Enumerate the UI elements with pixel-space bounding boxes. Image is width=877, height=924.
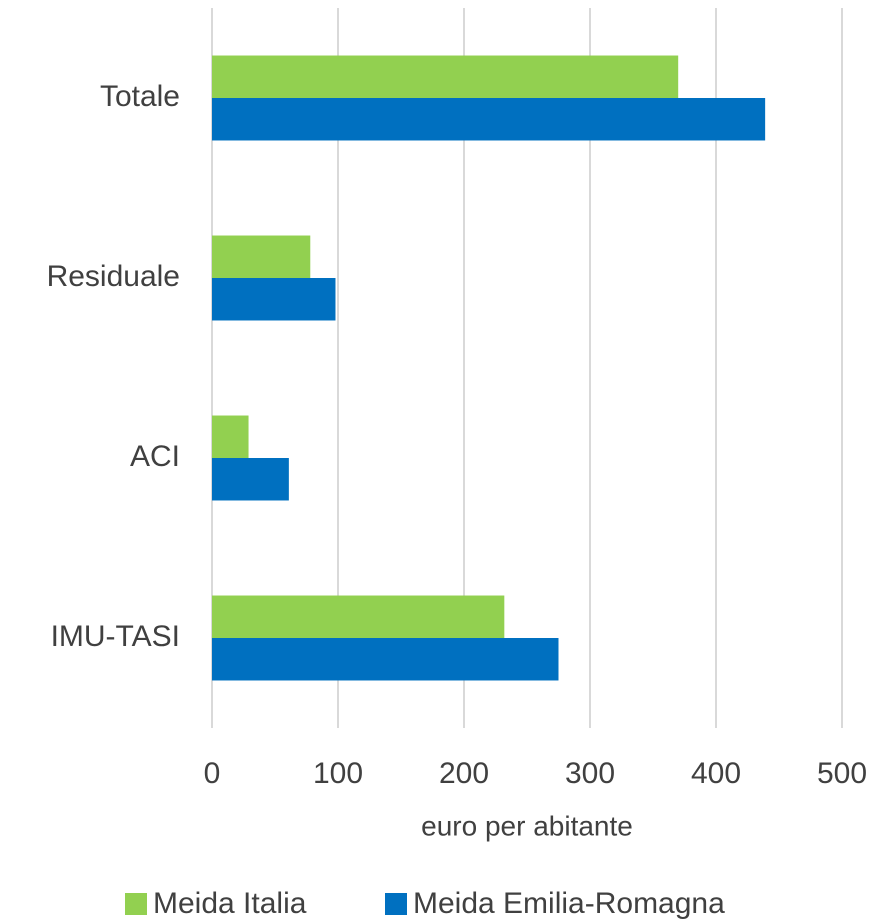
bar	[212, 638, 559, 681]
y-tick-label: Residuale	[47, 260, 180, 293]
bar	[212, 595, 505, 638]
x-tick-label: 400	[691, 757, 741, 790]
y-tick-label: Totale	[100, 80, 180, 113]
bar	[212, 415, 249, 458]
bar	[212, 55, 679, 98]
legend-swatch	[125, 893, 147, 915]
x-axis-title: euro per abitante	[421, 810, 633, 841]
x-tick-label: 300	[565, 757, 615, 790]
bar	[212, 278, 336, 321]
bar	[212, 235, 311, 278]
legend-swatch	[385, 893, 407, 915]
y-tick-label: ACI	[130, 440, 180, 473]
x-tick-label: 200	[439, 757, 489, 790]
bar	[212, 458, 289, 501]
x-tick-label: 500	[817, 757, 867, 790]
legend-label: Meida Emilia-Romagna	[413, 887, 725, 920]
bar	[212, 98, 766, 141]
x-tick-label: 0	[204, 757, 221, 790]
x-tick-label: 100	[313, 757, 363, 790]
legend-label: Meida Italia	[153, 887, 307, 920]
y-tick-label: IMU-TASI	[51, 620, 180, 653]
